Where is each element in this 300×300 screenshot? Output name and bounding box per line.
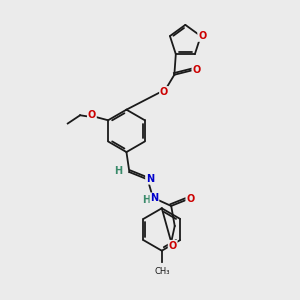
Text: O: O — [198, 31, 206, 41]
Text: O: O — [169, 241, 177, 251]
Text: N: N — [146, 174, 154, 184]
Text: O: O — [186, 194, 194, 205]
Text: O: O — [160, 87, 168, 97]
Text: N: N — [150, 193, 158, 203]
Text: H: H — [114, 166, 122, 176]
Text: H: H — [142, 195, 151, 205]
Text: O: O — [192, 65, 201, 75]
Text: CH₃: CH₃ — [154, 267, 170, 276]
Text: O: O — [88, 110, 96, 120]
